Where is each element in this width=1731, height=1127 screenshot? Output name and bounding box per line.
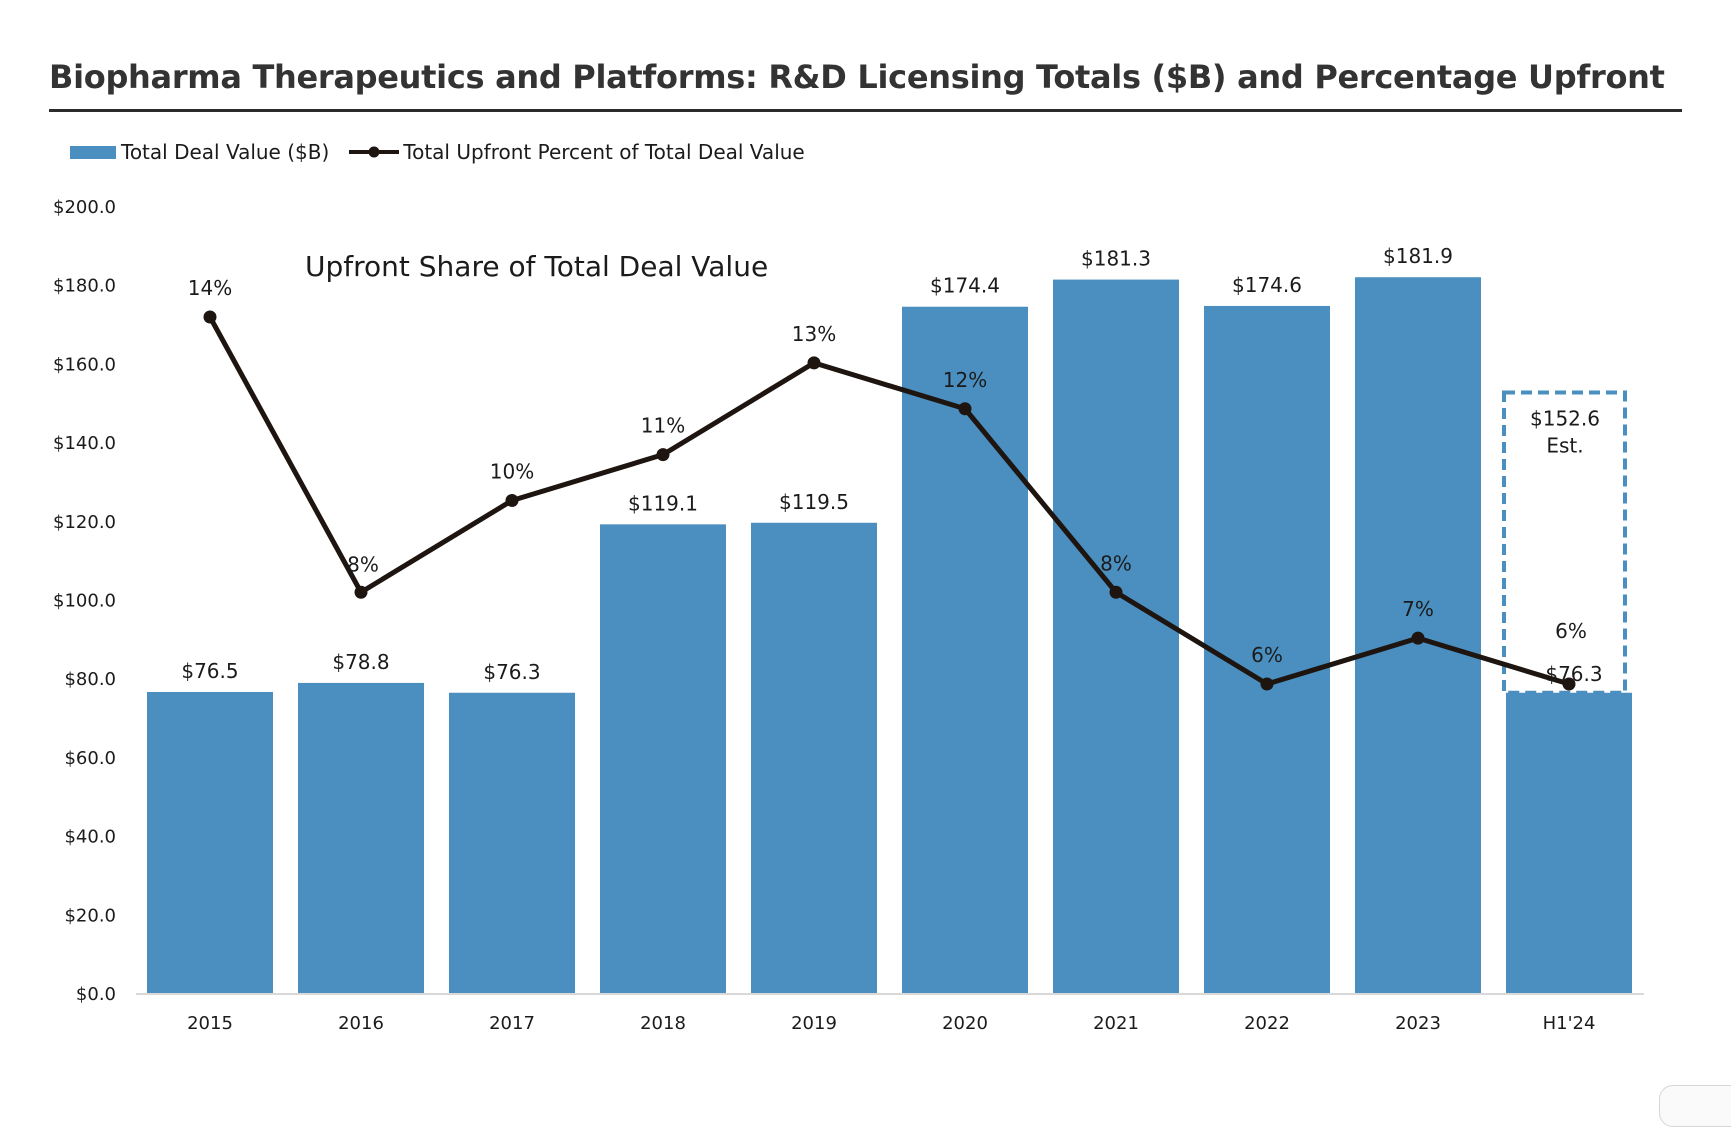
upfront-share-annotation: Upfront Share of Total Deal Value xyxy=(305,250,768,283)
line-value-label: 8% xyxy=(347,552,379,576)
bar xyxy=(751,522,877,993)
line-point xyxy=(1411,631,1425,645)
x-tick-label: 2017 xyxy=(489,1013,535,1034)
bar-value-label: $78.8 xyxy=(332,650,389,674)
y-tick-label: $100.0 xyxy=(53,591,116,612)
bar xyxy=(600,524,726,993)
line-value-label: 14% xyxy=(188,276,232,300)
bar xyxy=(449,692,575,993)
bar-series xyxy=(147,277,1632,994)
bar-value-label: $76.3 xyxy=(1545,662,1602,686)
line-point xyxy=(958,402,972,416)
line-point xyxy=(1109,585,1123,599)
estimate-note-label: Est. xyxy=(1546,434,1583,458)
legend-bar-swatch xyxy=(70,145,116,159)
y-tick-label: $140.0 xyxy=(53,433,116,454)
estimate-dashed-box xyxy=(1502,390,1627,695)
legend-item-line: Total Upfront Percent of Total Deal Valu… xyxy=(349,140,805,164)
bar-value-label: $76.3 xyxy=(483,660,540,684)
y-tick-label: $120.0 xyxy=(53,512,116,533)
bar xyxy=(298,682,424,993)
x-tick-label: 2018 xyxy=(640,1013,686,1034)
bar-value-label: $119.1 xyxy=(628,491,698,515)
legend-line-swatch xyxy=(349,146,400,158)
line-point xyxy=(1260,677,1274,691)
x-axis: 2015 2016 2017 2018 2019 2020 2021 2022 2023 H1'2… xyxy=(136,993,1644,1034)
y-tick-label: $40.0 xyxy=(64,827,116,848)
data-labels: $76.5 $78.8 $76.3 $119.1 $119.5 $174.4 $181.3 $… xyxy=(181,244,1602,686)
legend-bar-label: Total Deal Value ($B) xyxy=(121,140,330,164)
line-point xyxy=(505,494,519,507)
title-divider xyxy=(49,109,1682,112)
bar-value-label: $174.4 xyxy=(930,274,1000,298)
bar-value-label: $119.5 xyxy=(779,490,849,514)
line-value-label: 13% xyxy=(792,322,836,346)
bar xyxy=(1506,692,1632,993)
bar-value-label: $76.5 xyxy=(181,659,238,683)
line-point xyxy=(354,585,368,599)
line-point xyxy=(807,356,821,370)
y-tick-label: $160.0 xyxy=(53,354,116,375)
bar xyxy=(902,306,1028,994)
bar xyxy=(1204,305,1330,994)
y-tick-label: $80.0 xyxy=(64,669,116,690)
combo-chart: $0.0 $20.0 $40.0 $60.0 $80.0 $100.0 $120.0 $140… xyxy=(53,197,1644,1034)
upfront-percent-line xyxy=(207,315,1570,687)
line-point xyxy=(656,448,670,462)
y-tick-label: $180.0 xyxy=(53,276,116,297)
x-tick-label: 2015 xyxy=(187,1013,233,1034)
line-value-label: 8% xyxy=(1100,551,1132,575)
y-tick-label: $200.0 xyxy=(53,197,116,218)
x-tick-label: 2023 xyxy=(1395,1013,1441,1034)
bar-value-label: $181.9 xyxy=(1383,244,1453,268)
line-point xyxy=(203,310,217,324)
bar xyxy=(1053,279,1179,994)
y-axis: $0.0 $20.0 $40.0 $60.0 $80.0 $100.0 $120.0 $140… xyxy=(53,197,116,1005)
x-tick-label: H1'24 xyxy=(1543,1013,1596,1034)
line-value-label: 7% xyxy=(1402,597,1434,621)
x-tick-label: 2022 xyxy=(1244,1013,1290,1034)
line-value-label: 12% xyxy=(943,368,987,392)
chart-legend: Total Deal Value ($B) Total Upfront Perc… xyxy=(70,140,825,164)
x-tick-label: 2021 xyxy=(1093,1013,1139,1034)
chart-title: Biopharma Therapeutics and Platforms: R&… xyxy=(49,58,1665,96)
bar-value-label: $174.6 xyxy=(1232,273,1302,297)
line-series xyxy=(203,310,1576,691)
y-tick-label: $0.0 xyxy=(76,984,116,1005)
y-tick-label: $20.0 xyxy=(64,905,116,926)
resize-handle[interactable] xyxy=(1659,1085,1731,1127)
x-tick-label: 2016 xyxy=(338,1013,384,1034)
line-value-label: 11% xyxy=(641,414,685,438)
estimate-box: $152.6 Est. xyxy=(1502,390,1627,695)
line-value-label: 6% xyxy=(1251,643,1283,667)
line-value-label: 10% xyxy=(490,460,534,484)
legend-line-label: Total Upfront Percent of Total Deal Valu… xyxy=(403,140,805,164)
x-tick-label: 2019 xyxy=(791,1013,837,1034)
legend-item-bar: Total Deal Value ($B) xyxy=(70,140,329,164)
line-point xyxy=(1562,677,1576,691)
x-tick-label: 2020 xyxy=(942,1013,988,1034)
estimate-value-label: $152.6 xyxy=(1530,407,1600,431)
bar-value-label: $181.3 xyxy=(1081,247,1151,271)
line-value-label: 6% xyxy=(1555,619,1587,643)
bar xyxy=(147,691,273,993)
y-tick-label: $60.0 xyxy=(64,748,116,769)
